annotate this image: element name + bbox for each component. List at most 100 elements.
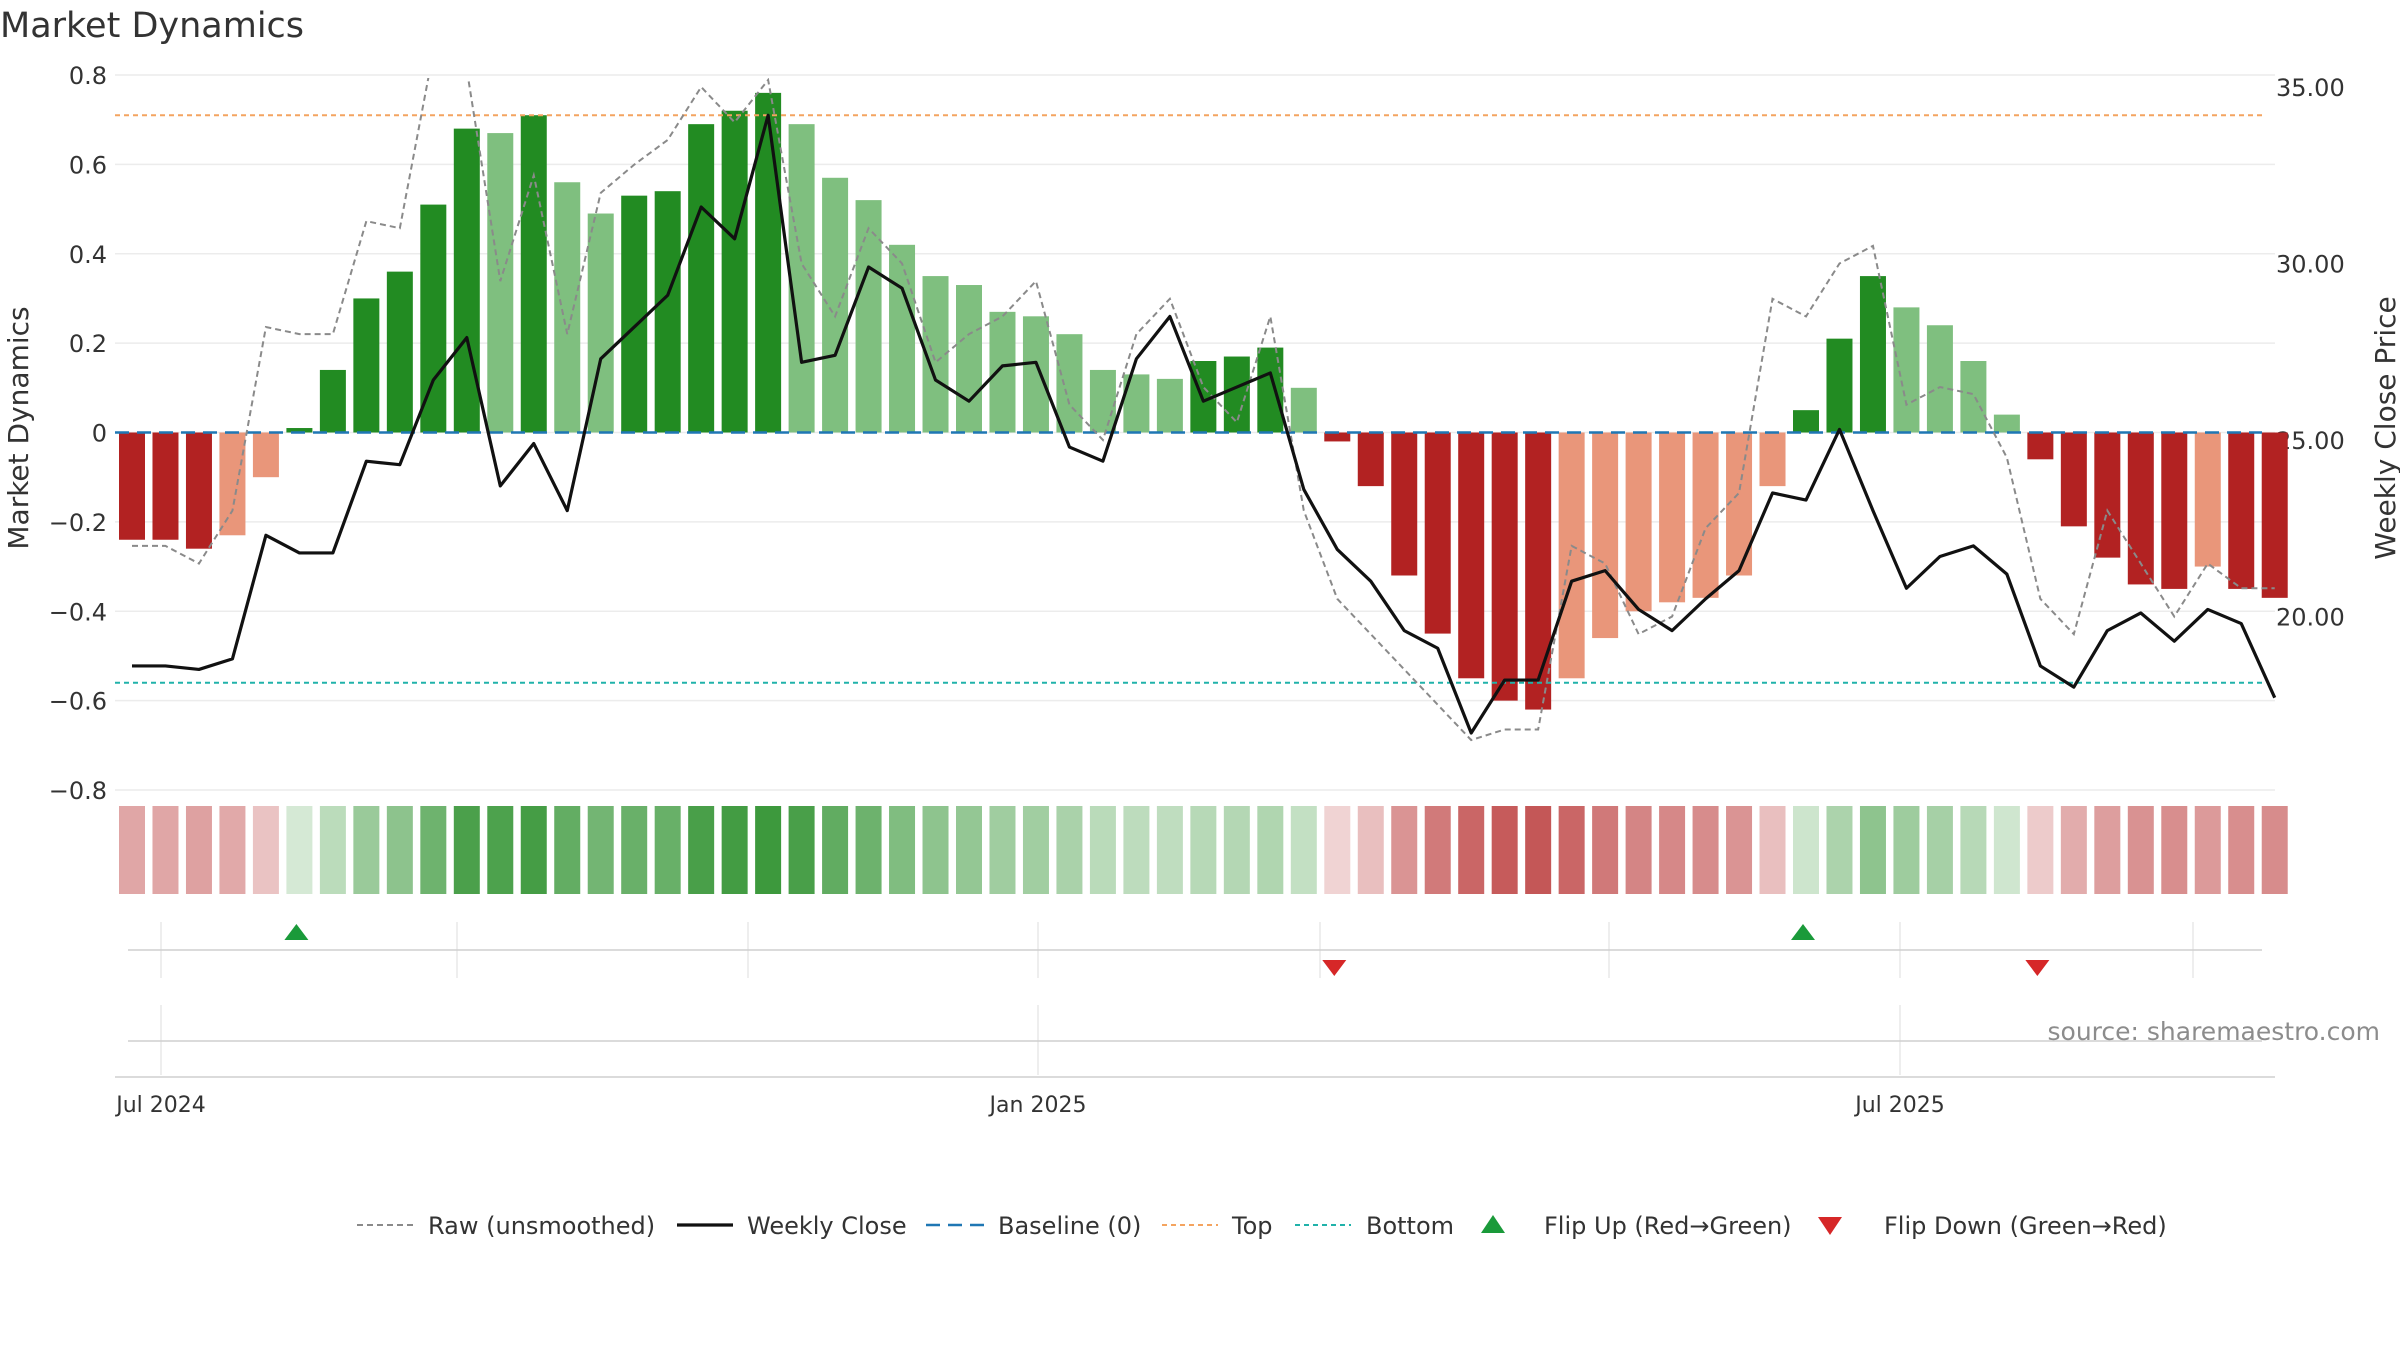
dynamics-bar: [1759, 432, 1786, 487]
heat-cell: [1960, 806, 1987, 894]
dynamics-bar: [855, 200, 882, 433]
flip-down-marker: [1322, 960, 1347, 976]
dynamics-bar: [654, 191, 681, 433]
heat-cell: [587, 806, 614, 894]
heat-cell: [152, 806, 179, 894]
heat-cell: [1458, 806, 1485, 894]
dynamics-bar: [822, 177, 849, 433]
dynamics-bar: [520, 115, 547, 433]
legend-swatch-flip-up: [1481, 1215, 1505, 1233]
dynamics-bar: [2094, 432, 2121, 558]
heat-cell: [420, 806, 447, 894]
heat-cell: [1659, 806, 1686, 894]
heat-cell: [520, 806, 547, 894]
y-tick-label: −0.6: [49, 688, 107, 716]
y2-axis-title: Weekly Close Price: [2369, 296, 2400, 559]
dynamics-bar: [252, 432, 279, 478]
legend-label: Flip Up (Red→Green): [1544, 1212, 1792, 1240]
dynamics-bar: [1558, 432, 1585, 679]
heat-cell: [1223, 806, 1250, 894]
heat-cell: [654, 806, 681, 894]
heat-cell: [1324, 806, 1351, 894]
heat-cell: [1558, 806, 1585, 894]
dynamics-bar: [353, 298, 380, 433]
dynamics-bar: [152, 432, 179, 540]
heat-cell: [1926, 806, 1953, 894]
y-tick-label: 0.8: [69, 62, 107, 90]
dynamics-bar: [956, 285, 982, 433]
heat-cell: [119, 806, 145, 894]
heat-cell: [319, 806, 346, 894]
y2-tick-label: 30.00: [2276, 251, 2345, 279]
dynamics-bar: [989, 311, 1016, 433]
y2-tick-label: 35.00: [2276, 74, 2345, 102]
dynamics-bar: [1391, 432, 1418, 576]
y-tick-label: −0.8: [49, 777, 107, 805]
dynamics-bar: [1859, 276, 1886, 433]
dynamics-bar: [2127, 432, 2154, 585]
dynamics-bar: [2261, 432, 2288, 598]
dynamics-bar: [2027, 432, 2054, 460]
dynamics-bar: [1525, 432, 1552, 710]
dynamics-bar: [889, 244, 916, 433]
dynamics-bar: [1324, 432, 1351, 442]
legend: Raw (unsmoothed) Weekly Close Baseline (0)…: [357, 1212, 2167, 1240]
weekly-close-line: [132, 113, 2277, 735]
heat-cell: [889, 806, 916, 894]
heat-cell: [956, 806, 982, 894]
legend-label: Top: [1231, 1212, 1273, 1240]
dynamics-bar: [1223, 356, 1250, 433]
dynamics-bar: [1692, 432, 1719, 598]
legend-label: Flip Down (Green→Red): [1884, 1212, 2167, 1240]
heat-cell: [1123, 806, 1150, 894]
heat-cell: [1793, 806, 1819, 894]
dynamics-bar: [1993, 414, 2020, 433]
dynamics-bar: [1893, 307, 1920, 433]
dynamics-bar: [420, 204, 447, 433]
heat-cell: [2127, 806, 2154, 894]
chart-title: Market Dynamics: [0, 6, 305, 46]
heat-cell: [1993, 806, 2020, 894]
dynamics-bar: [219, 432, 246, 536]
y-tick-label: 0: [92, 420, 107, 448]
heat-cell: [2027, 806, 2054, 894]
heat-cell: [386, 806, 413, 894]
x-tick-label: Jan 2025: [988, 1093, 1087, 1118]
heat-cell: [1290, 806, 1317, 894]
flip-up-marker: [1791, 924, 1815, 940]
y-tick-label: 0.4: [69, 241, 107, 269]
dynamics-bar: [721, 110, 748, 433]
dynamics-bar: [1257, 347, 1284, 433]
heat-cell: [1424, 806, 1451, 894]
dynamics-bar: [1022, 316, 1049, 433]
heat-cell: [1357, 806, 1384, 894]
heat-cell: [554, 806, 581, 894]
dynamics-bar: [1625, 432, 1652, 612]
dynamics-bar: [2228, 432, 2255, 589]
raw-series-line: [132, 78, 2275, 742]
heat-cell: [1726, 806, 1753, 894]
heat-cell: [989, 806, 1016, 894]
dynamics-bar: [1826, 338, 1853, 433]
dynamics-bar: [1156, 378, 1183, 433]
dynamics-bar: [1089, 369, 1116, 433]
legend-label: Baseline (0): [998, 1212, 1141, 1240]
heat-cell: [2261, 806, 2288, 894]
heat-cell: [1692, 806, 1719, 894]
heat-cell: [688, 806, 715, 894]
dynamics-bar: [2194, 432, 2221, 567]
heat-cell: [2060, 806, 2087, 894]
dynamics-bar: [1592, 432, 1619, 639]
dynamics-bar: [119, 432, 145, 540]
heat-cell: [185, 806, 212, 894]
dynamics-bar: [1424, 432, 1451, 634]
heat-cell: [1826, 806, 1853, 894]
heat-cell: [1625, 806, 1652, 894]
dynamics-bar: [1357, 432, 1384, 487]
dynamics-bar: [319, 369, 346, 433]
y-tick-label: 0.6: [69, 151, 107, 179]
x-tick-label: Jul 2025: [1853, 1093, 1945, 1118]
heat-cell: [453, 806, 480, 894]
heat-cell: [721, 806, 748, 894]
